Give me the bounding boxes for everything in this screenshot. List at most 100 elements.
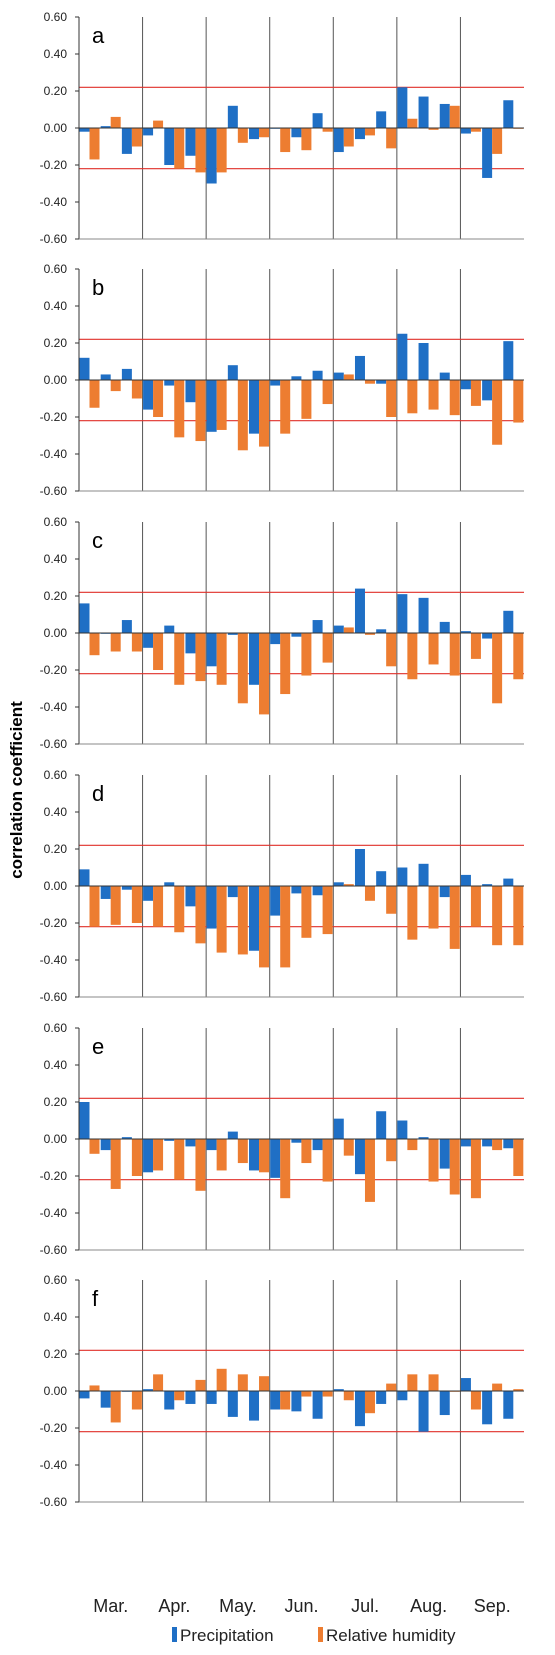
bar-humidity — [280, 633, 291, 695]
bar-precipitation — [503, 1139, 514, 1149]
bar-precipitation — [227, 105, 238, 128]
bar-humidity — [216, 633, 227, 685]
bar-precipitation — [397, 1120, 408, 1139]
bar-humidity — [280, 128, 291, 153]
bar-precipitation — [227, 365, 238, 380]
bar-humidity — [153, 1374, 164, 1391]
x-tick-label: Apr. — [158, 1596, 190, 1616]
bar-precipitation — [418, 597, 429, 633]
bar-humidity — [386, 128, 397, 149]
bar-humidity — [407, 633, 418, 680]
bar-precipitation — [206, 380, 217, 432]
y-tick-label: 0.00 — [44, 1132, 68, 1146]
bar-precipitation — [143, 886, 154, 901]
panel-label: c — [92, 528, 103, 553]
bar-precipitation — [482, 380, 493, 401]
bar-humidity — [492, 1383, 503, 1391]
bar-humidity — [322, 886, 333, 935]
bar-humidity — [89, 633, 100, 656]
bar-precipitation — [482, 128, 493, 178]
legend-swatch-humidity — [318, 1627, 323, 1642]
y-tick-label: -0.20 — [40, 916, 68, 930]
bar-precipitation — [79, 603, 90, 633]
bar-humidity — [428, 633, 439, 665]
bar-humidity — [470, 1391, 481, 1410]
y-tick-label: 0.60 — [44, 768, 68, 782]
panel-label: d — [92, 781, 104, 806]
y-tick-label: 0.20 — [44, 84, 68, 98]
bar-humidity — [513, 1389, 524, 1391]
bar-precipitation — [206, 1391, 217, 1404]
bar-precipitation — [121, 620, 132, 633]
bar-precipitation — [121, 368, 132, 380]
bar-humidity — [449, 1139, 460, 1195]
bar-humidity — [364, 128, 375, 136]
bar-humidity — [449, 380, 460, 416]
bar-precipitation — [121, 886, 132, 890]
bar-humidity — [195, 633, 206, 682]
bar-precipitation — [291, 633, 302, 637]
bar-precipitation — [503, 878, 514, 886]
bar-precipitation — [206, 886, 217, 929]
bar-precipitation — [397, 333, 408, 380]
bar-humidity — [259, 633, 270, 715]
bar-precipitation — [291, 376, 302, 380]
bar-humidity — [259, 886, 270, 968]
bar-humidity — [153, 886, 164, 927]
bar-precipitation — [206, 1139, 217, 1151]
bar-precipitation — [312, 1139, 323, 1151]
legend-label-humidity: Relative humidity — [326, 1626, 456, 1645]
bar-precipitation — [79, 1391, 90, 1399]
bar-humidity — [492, 886, 503, 946]
bar-precipitation — [291, 128, 302, 138]
bar-humidity — [386, 1139, 397, 1162]
bar-precipitation — [482, 884, 493, 886]
bar-humidity — [449, 633, 460, 676]
bar-precipitation — [354, 588, 365, 633]
bar-humidity — [110, 116, 121, 128]
bar-humidity — [174, 1139, 185, 1180]
x-tick-label: Sep. — [474, 1596, 511, 1616]
y-tick-label: -0.20 — [40, 663, 68, 677]
bar-precipitation — [333, 882, 344, 886]
bar-humidity — [364, 633, 375, 635]
bar-precipitation — [312, 113, 323, 128]
bar-precipitation — [439, 621, 450, 633]
bar-precipitation — [227, 1131, 238, 1139]
bar-precipitation — [249, 1139, 260, 1171]
bar-humidity — [492, 633, 503, 704]
bar-humidity — [470, 633, 481, 659]
bar-humidity — [322, 1391, 333, 1397]
bar-humidity — [110, 633, 121, 652]
bar-humidity — [322, 128, 333, 132]
bar-humidity — [364, 1391, 375, 1414]
bar-humidity — [153, 380, 164, 417]
bar-humidity — [364, 886, 375, 901]
bar-humidity — [153, 1139, 164, 1171]
bar-precipitation — [249, 633, 260, 685]
bar-humidity — [216, 128, 227, 173]
y-tick-label: -0.40 — [40, 1458, 68, 1472]
bar-precipitation — [79, 357, 90, 380]
bar-humidity — [237, 380, 248, 451]
bar-precipitation — [354, 128, 365, 140]
y-tick-label: -0.60 — [40, 232, 68, 246]
y-tick-label: 0.00 — [44, 1384, 68, 1398]
bar-humidity — [343, 128, 354, 147]
bar-precipitation — [333, 625, 344, 633]
bar-humidity — [174, 633, 185, 685]
y-tick-label: 0.60 — [44, 515, 68, 529]
bar-precipitation — [270, 633, 281, 645]
bar-humidity — [301, 380, 312, 419]
bar-precipitation — [100, 374, 111, 380]
bar-precipitation — [249, 128, 260, 140]
bar-humidity — [89, 1139, 100, 1154]
bar-precipitation — [354, 1139, 365, 1175]
bar-humidity — [492, 128, 503, 154]
bar-humidity — [301, 128, 312, 151]
bar-precipitation — [164, 1139, 175, 1141]
bar-humidity — [131, 1391, 142, 1410]
bar-precipitation — [354, 355, 365, 380]
